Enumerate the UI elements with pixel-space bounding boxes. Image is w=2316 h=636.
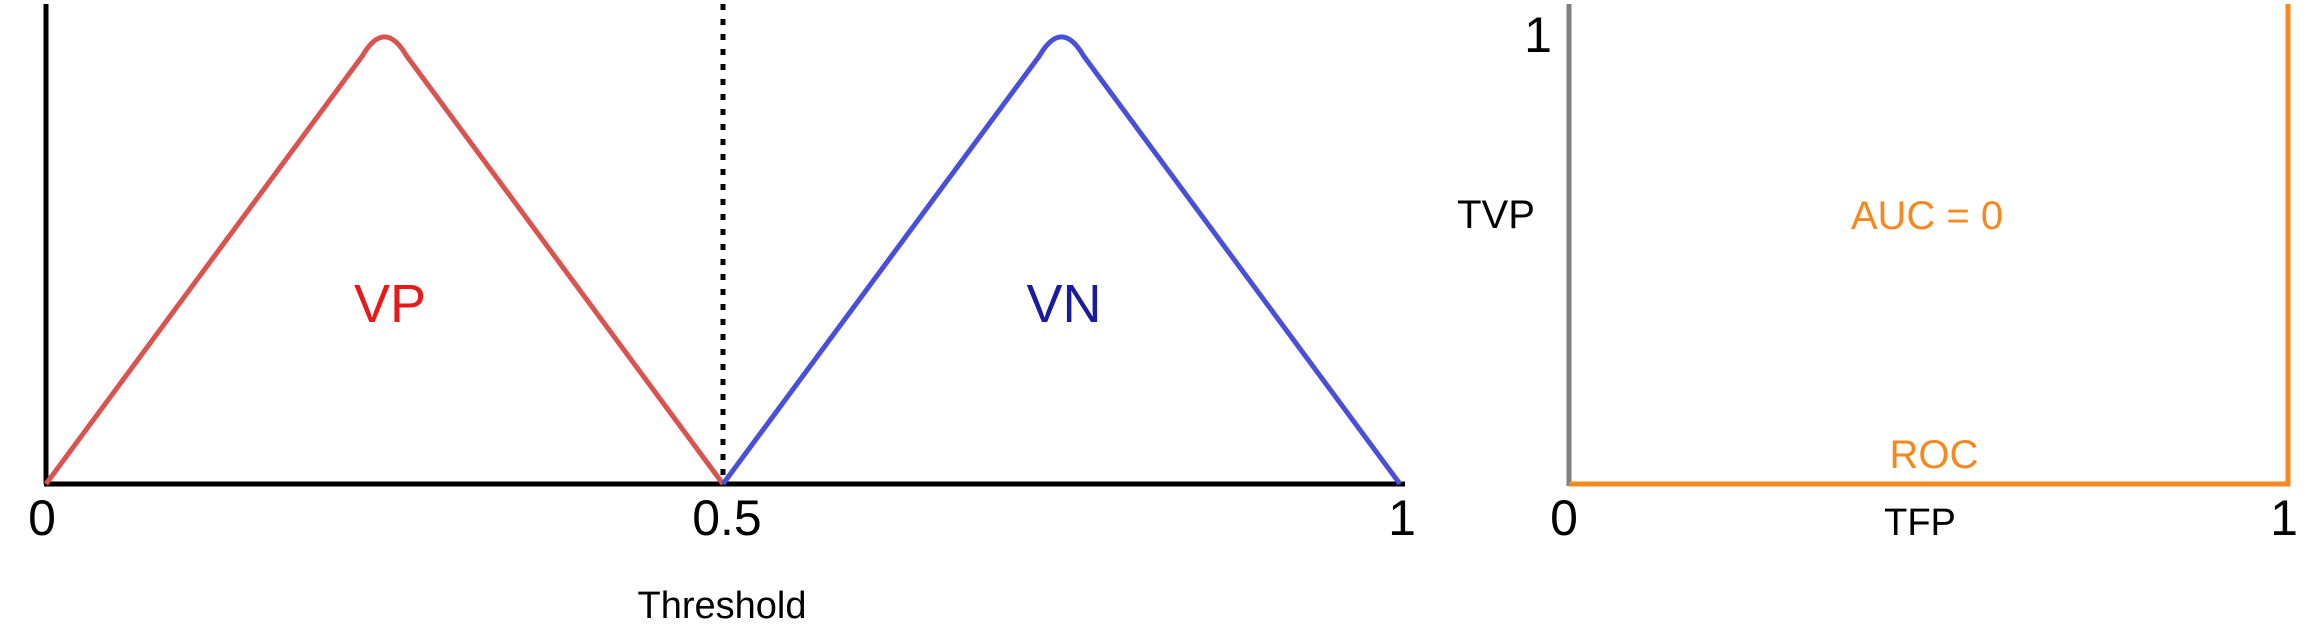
threshold-chart: VP VN 0 0.5 1 Threshold	[28, 4, 1416, 627]
roc-x-axis-label: TFP	[1884, 502, 1956, 544]
threshold-x-tick-2: 1	[1388, 490, 1416, 546]
vn-distribution-curve	[720, 34, 1403, 486]
roc-curve	[1569, 4, 2291, 487]
threshold-x-axis-label: Threshold	[638, 585, 807, 627]
roc-x-tick-0: 0	[1550, 490, 1578, 546]
threshold-x-tick-1: 0.5	[692, 490, 762, 546]
roc-y-tick-1: 1	[1524, 7, 1552, 63]
threshold-x-tick-0: 0	[28, 490, 56, 546]
vp-distribution-curve	[43, 34, 726, 486]
roc-y-axis-label: TVP	[1457, 193, 1535, 237]
vn-series-label: VN	[1026, 274, 1101, 334]
roc-chart: 1 TVP AUC = 0 ROC 0 1 TFP	[1457, 4, 2298, 546]
vp-series-label: VP	[354, 274, 426, 334]
roc-series-label: ROC	[1890, 433, 1979, 477]
roc-x-tick-1: 1	[2270, 490, 2298, 546]
auc-annotation: AUC = 0	[1851, 194, 2003, 238]
